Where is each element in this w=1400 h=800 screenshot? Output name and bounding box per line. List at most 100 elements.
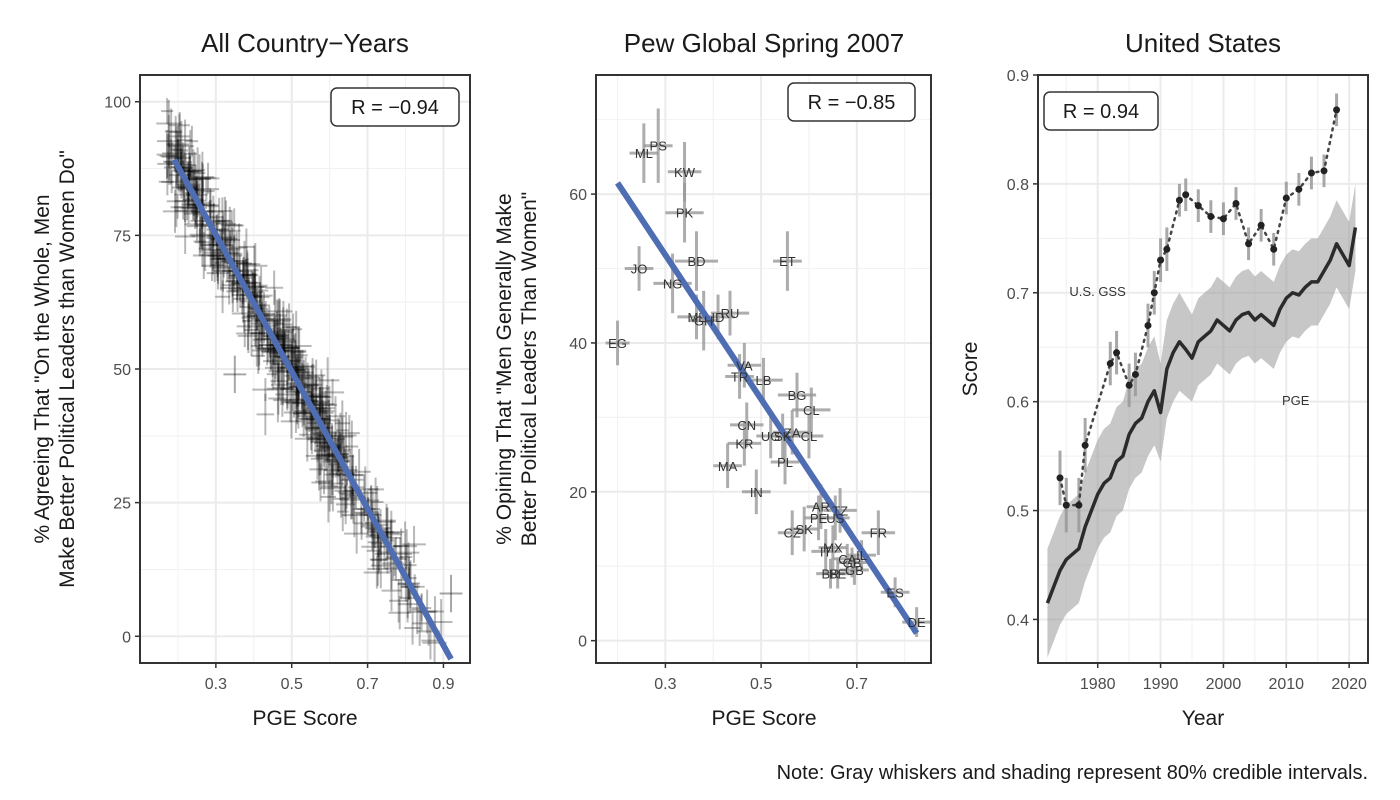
country-label: BR bbox=[821, 567, 839, 582]
y-tick-label: 50 bbox=[113, 362, 131, 379]
y-axis-title-line: Score bbox=[959, 342, 982, 397]
country-label: CA bbox=[838, 552, 856, 567]
y-tick-label: 20 bbox=[569, 485, 587, 502]
country-label: ZA bbox=[784, 425, 801, 440]
gss-point bbox=[1106, 360, 1114, 368]
gss-point bbox=[1056, 474, 1064, 482]
y-tick-label: 75 bbox=[113, 228, 131, 245]
chart-panel-1: 0.3 0.5 0.7 0.9 0 25 50 75 100 All Country−Years P… bbox=[31, 28, 471, 730]
country-label: US bbox=[826, 511, 844, 526]
country-label: VA bbox=[736, 358, 753, 373]
gss-point bbox=[1150, 289, 1158, 297]
gss-point bbox=[1219, 215, 1227, 223]
gss-point bbox=[1131, 370, 1139, 378]
x-tick-label: 0.3 bbox=[654, 676, 676, 693]
x-tick-label: 2000 bbox=[1206, 676, 1242, 693]
gss-point bbox=[1245, 240, 1253, 248]
country-label: IN bbox=[750, 485, 763, 500]
country-label: ID bbox=[712, 310, 725, 325]
y-tick-label: 0.6 bbox=[1007, 395, 1029, 412]
correlation-box bbox=[330, 87, 460, 127]
correlation-box bbox=[1043, 91, 1159, 131]
country-label: BE bbox=[829, 567, 847, 582]
gss-point bbox=[1194, 202, 1202, 210]
country-label: AR bbox=[812, 500, 830, 515]
pge-line bbox=[1045, 227, 1358, 604]
y-axis-title-line: % Agreeing That "On the Whole, Men bbox=[31, 194, 54, 543]
country-label: BG bbox=[788, 388, 807, 403]
gss-point bbox=[1282, 194, 1290, 202]
y-axis-title-line: Better Political Leaders Than Women" bbox=[518, 192, 541, 547]
country-label: ML bbox=[635, 146, 653, 161]
panel-border bbox=[1037, 74, 1369, 664]
y-tick-label: 0.4 bbox=[1007, 612, 1029, 629]
country-label: TZ bbox=[832, 503, 848, 518]
gss-point bbox=[1113, 349, 1121, 357]
gss-point bbox=[1125, 381, 1133, 389]
country-label: PL bbox=[777, 455, 793, 470]
y-axis-title: Score bbox=[959, 342, 982, 397]
gss-point bbox=[1207, 213, 1215, 221]
country-label: GB bbox=[843, 556, 862, 571]
y-tick-label: 0 bbox=[578, 634, 587, 651]
country-label: KR bbox=[735, 436, 753, 451]
chart-panel-3: U.S. GSS PGE 1980 1990 2000 2010 2020 0.4 0.5 0.6… bbox=[959, 28, 1369, 730]
y-axis-title-line: % Opining That "Men Generally Make bbox=[493, 193, 516, 544]
pge-credible-band bbox=[1047, 183, 1356, 658]
gss-point bbox=[1144, 321, 1152, 329]
correlation-label: R = −0.94 bbox=[351, 97, 439, 119]
gss-point bbox=[1182, 191, 1190, 199]
y-tick-label: 60 bbox=[569, 187, 587, 204]
gss-point bbox=[1320, 167, 1328, 175]
country-label: PK bbox=[676, 206, 694, 221]
country-label: NG bbox=[663, 276, 683, 291]
gss-point bbox=[1295, 185, 1303, 193]
country-label: EG bbox=[608, 336, 627, 351]
correlation-label: R = −0.85 bbox=[808, 92, 896, 114]
country-label: SK bbox=[774, 429, 792, 444]
country-label: ET bbox=[779, 254, 796, 269]
gss-point bbox=[1257, 221, 1265, 229]
y-tick-label: 0.7 bbox=[1007, 286, 1029, 303]
y-tick-label: 0 bbox=[122, 629, 131, 646]
gss-point bbox=[1232, 199, 1240, 207]
gss-point bbox=[1270, 245, 1278, 253]
correlation-box bbox=[787, 82, 916, 122]
x-tick-label: 2020 bbox=[1331, 676, 1367, 693]
y-axis-title-line: Make Better Political Leaders than Women… bbox=[56, 150, 79, 588]
gss-point bbox=[1333, 106, 1341, 114]
gss-point bbox=[1075, 501, 1083, 509]
country-label: CL bbox=[803, 403, 820, 418]
country-label: KW bbox=[674, 165, 696, 180]
y-tick-label: 100 bbox=[104, 95, 131, 112]
x-tick-label: 0.3 bbox=[205, 676, 227, 693]
x-tick-label: 1990 bbox=[1143, 676, 1179, 693]
country-label: CN bbox=[737, 418, 756, 433]
y-tick-label: 0.8 bbox=[1007, 177, 1029, 194]
country-label: SK bbox=[796, 522, 814, 537]
country-label: JO bbox=[631, 262, 648, 277]
country-label: DE bbox=[908, 615, 926, 630]
country-label: ML bbox=[687, 310, 705, 325]
country-label: MX bbox=[823, 541, 843, 556]
gss-point bbox=[1175, 196, 1183, 204]
country-label: LB bbox=[756, 373, 772, 388]
panel-title: All Country−Years bbox=[201, 28, 409, 58]
x-tick-label: 0.5 bbox=[750, 676, 772, 693]
y-tick-label: 40 bbox=[569, 336, 587, 353]
x-axis-title: Year bbox=[1182, 707, 1224, 730]
gss-point bbox=[1307, 169, 1315, 177]
country-label: TR bbox=[731, 369, 748, 384]
x-tick-label: 1980 bbox=[1080, 676, 1116, 693]
country-label: PE bbox=[810, 511, 828, 526]
y-tick-label: 25 bbox=[113, 496, 131, 513]
gss-point bbox=[1081, 441, 1089, 449]
country-label: RU bbox=[721, 306, 740, 321]
country-label: FR bbox=[870, 526, 887, 541]
correlation-label: R = 0.94 bbox=[1063, 101, 1139, 123]
y-tick-label: 0.5 bbox=[1007, 504, 1029, 521]
country-label: GH bbox=[694, 314, 714, 329]
y-axis-title: % Opining That "Men Generally Make Better… bbox=[493, 192, 541, 547]
